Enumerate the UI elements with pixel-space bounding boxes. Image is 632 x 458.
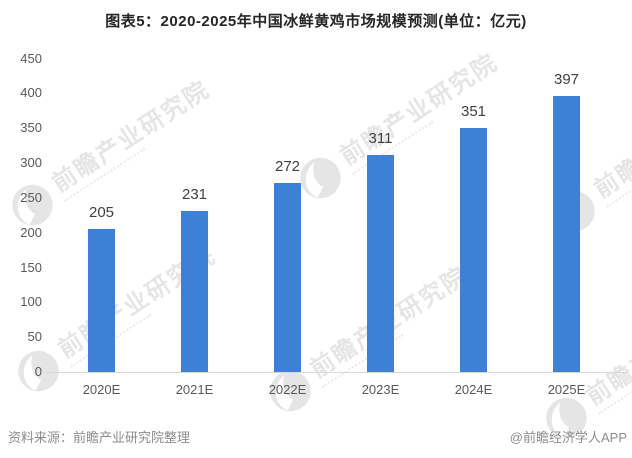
y-tick-label: 50 bbox=[27, 329, 42, 345]
bar bbox=[553, 95, 580, 372]
y-tick-label: 350 bbox=[20, 120, 42, 136]
bar-value-label: 231 bbox=[181, 186, 208, 204]
credit-note: @前瞻经济学人APP bbox=[509, 430, 627, 445]
bar bbox=[274, 182, 301, 372]
y-tick-label: 200 bbox=[20, 224, 42, 240]
x-axis-category-label: 2023E bbox=[361, 382, 400, 397]
watermark-textblock: 前瞻产业研究院 bbox=[47, 75, 218, 202]
bar bbox=[460, 127, 487, 372]
bar bbox=[367, 155, 394, 372]
bar-value-label: 351 bbox=[460, 102, 487, 120]
x-axis-category-label: 2024E bbox=[454, 382, 493, 397]
x-axis-line bbox=[46, 372, 627, 373]
x-axis-category-label: 2022E bbox=[268, 382, 307, 397]
watermark-text: 前瞻产业研究院 bbox=[47, 75, 215, 198]
bar bbox=[88, 229, 115, 372]
bar-value-label: 205 bbox=[88, 204, 115, 222]
bar-value-label: 272 bbox=[274, 157, 301, 175]
x-axis-category-label: 2025E bbox=[547, 382, 586, 397]
y-tick-label: 250 bbox=[20, 189, 42, 205]
source-note: 资料来源：前瞻产业研究院整理 bbox=[8, 430, 191, 445]
y-tick-label: 0 bbox=[34, 364, 42, 379]
bar-value-label: 311 bbox=[368, 130, 393, 148]
y-tick-label: 450 bbox=[20, 50, 42, 66]
watermark-textblock: 前瞻产业研究院 bbox=[589, 81, 632, 208]
x-axis-category-label: 2021E bbox=[175, 382, 214, 397]
watermark: 前瞻产业研究院 bbox=[534, 282, 632, 451]
chart-title: 图表5：2020-2025年中国冰鲜黄鸡市场规模预测(单位：亿元) bbox=[105, 13, 527, 30]
watermark-subline bbox=[597, 360, 632, 415]
watermark-subline bbox=[605, 153, 632, 208]
bar bbox=[181, 211, 208, 372]
y-tick-label: 400 bbox=[20, 85, 42, 101]
bar-value-label: 397 bbox=[553, 70, 580, 88]
watermark-text: 前瞻产业研究院 bbox=[589, 81, 632, 204]
y-tick-label: 150 bbox=[20, 259, 42, 275]
x-axis-category-label: 2020E bbox=[82, 382, 121, 397]
y-tick-label: 300 bbox=[20, 155, 42, 171]
chart-footer: 资料来源：前瞻产业研究院整理 @前瞻经济学人APP bbox=[8, 427, 627, 446]
y-tick-label: 100 bbox=[20, 294, 42, 310]
watermark-subline bbox=[63, 147, 146, 202]
